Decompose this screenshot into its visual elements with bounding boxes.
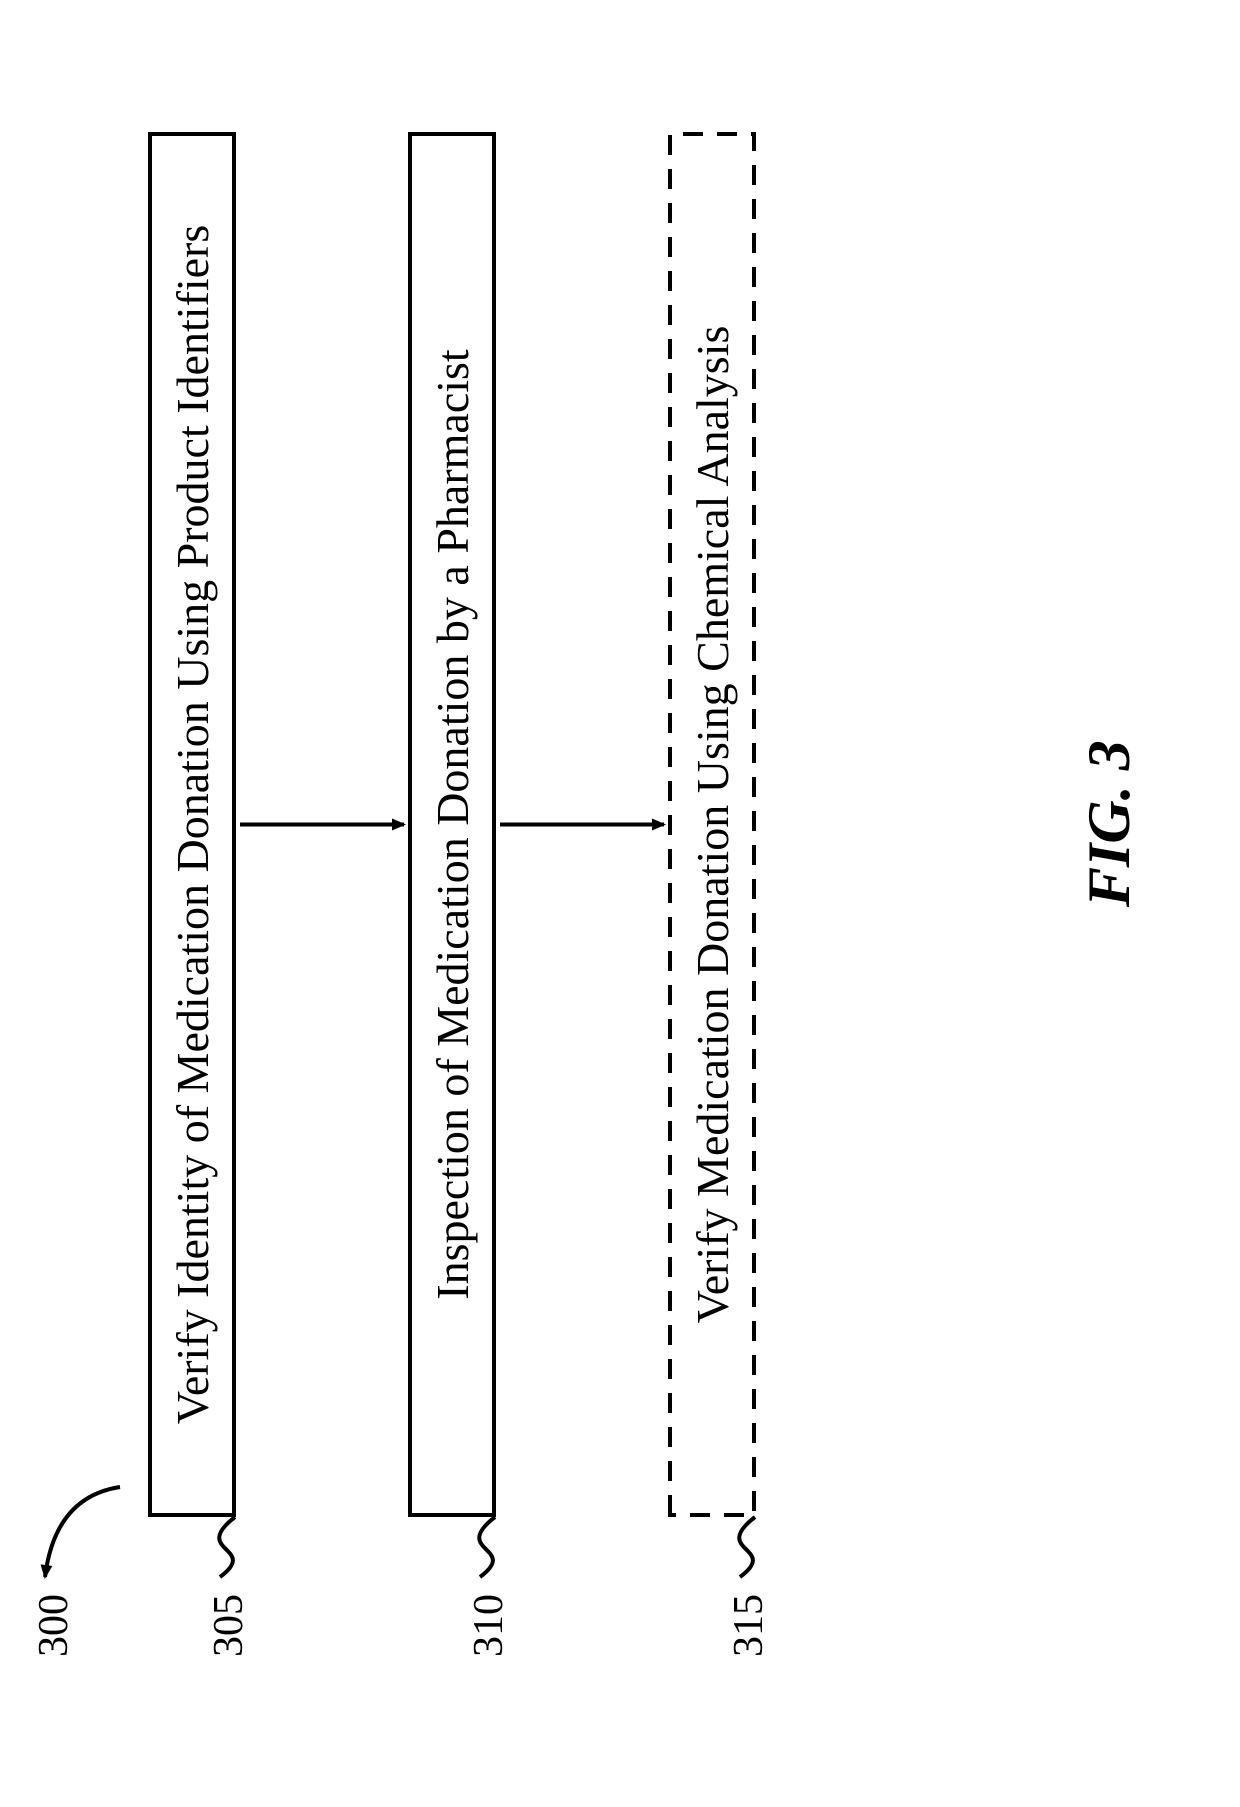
ref-305: 305 [205,1594,253,1657]
box-inspection-text: Inspection of Medication Donation by a P… [426,349,479,1299]
box-verify-identity: Verify Identity of Medication Donation U… [148,132,236,1517]
diagram-root: 300 305 310 315 Verify Identity of Medic… [0,0,1240,1807]
box-verify-identity-text: Verify Identity of Medication Donation U… [166,225,219,1425]
diagram-canvas: 300 305 310 315 Verify Identity of Medic… [0,0,1240,1807]
box-chemical-analysis-text: Verify Medication Donation Using Chemica… [686,326,739,1324]
ref-300: 300 [30,1594,78,1657]
ref-310: 310 [465,1594,513,1657]
ref-315: 315 [725,1594,773,1657]
box-inspection: Inspection of Medication Donation by a P… [408,132,496,1517]
box-chemical-analysis: Verify Medication Donation Using Chemica… [668,132,756,1517]
figure-caption: FIG. 3 [1075,740,1144,907]
